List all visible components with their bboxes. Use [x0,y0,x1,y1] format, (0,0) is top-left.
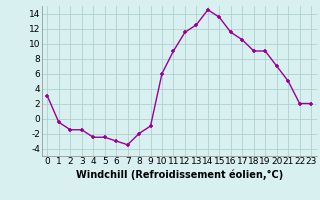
X-axis label: Windchill (Refroidissement éolien,°C): Windchill (Refroidissement éolien,°C) [76,169,283,180]
